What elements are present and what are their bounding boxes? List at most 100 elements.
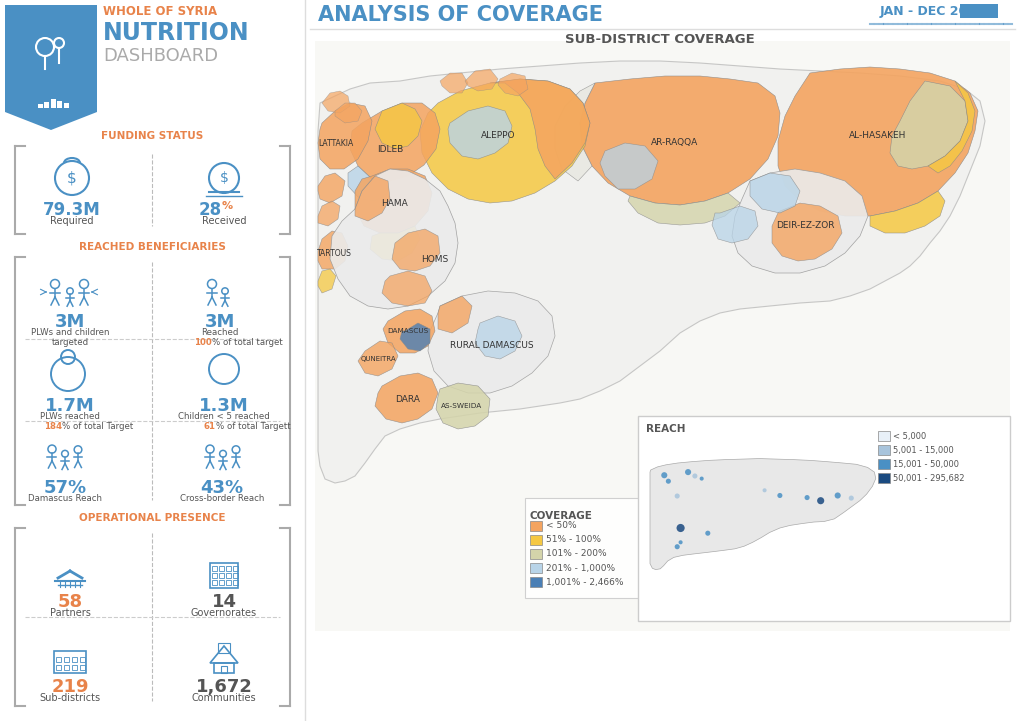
Bar	[219, 580, 224, 585]
Circle shape	[834, 492, 840, 498]
Circle shape	[676, 524, 684, 532]
Text: IDLEB: IDLEB	[376, 144, 403, 154]
Polygon shape	[370, 226, 420, 261]
Bar	[38, 104, 43, 108]
Polygon shape	[318, 103, 372, 169]
Text: WHOLE OF SYRIA: WHOLE OF SYRIA	[103, 5, 217, 18]
Text: QUNEITRA: QUNEITRA	[360, 356, 395, 362]
Bar	[212, 573, 217, 578]
Text: % of total Targett: % of total Targett	[216, 422, 290, 431]
Text: 3M: 3M	[205, 313, 235, 331]
Polygon shape	[355, 176, 389, 221]
Polygon shape	[927, 81, 974, 173]
Circle shape	[776, 493, 782, 498]
Text: HOMS: HOMS	[421, 255, 448, 263]
Text: AS-SWEIDA: AS-SWEIDA	[441, 403, 482, 409]
Text: RURAL DAMASCUS: RURAL DAMASCUS	[449, 342, 533, 350]
Bar	[959, 4, 997, 18]
Bar	[232, 580, 237, 585]
Bar	[56, 665, 61, 670]
Text: FUNDING STATUS: FUNDING STATUS	[101, 131, 203, 141]
Bar	[637, 416, 1009, 621]
Text: 15,001 - 50,000: 15,001 - 50,000	[892, 459, 958, 469]
Text: 1.3M: 1.3M	[199, 397, 249, 415]
Polygon shape	[420, 79, 589, 203]
Text: JAN - DEC 2020: JAN - DEC 2020	[879, 5, 984, 18]
Polygon shape	[465, 69, 497, 91]
Circle shape	[674, 544, 679, 549]
Text: 1.7M: 1.7M	[45, 397, 95, 415]
Text: PLWs reached: PLWs reached	[40, 412, 100, 421]
Bar	[57, 101, 62, 108]
Text: LATTAKIA: LATTAKIA	[318, 138, 354, 148]
Circle shape	[848, 495, 853, 500]
Bar	[79, 657, 85, 662]
Circle shape	[804, 495, 809, 500]
Bar	[530, 521, 541, 531]
Polygon shape	[355, 169, 432, 233]
Circle shape	[678, 540, 682, 544]
Bar	[530, 549, 541, 559]
Text: SUB-DISTRICT COVERAGE: SUB-DISTRICT COVERAGE	[565, 33, 754, 46]
Polygon shape	[382, 309, 434, 353]
Bar	[210, 563, 237, 588]
Polygon shape	[318, 231, 347, 269]
Text: PLWs and children: PLWs and children	[31, 328, 109, 337]
Polygon shape	[628, 193, 739, 225]
Text: 61: 61	[204, 422, 216, 431]
Bar	[226, 566, 230, 571]
Bar	[45, 102, 50, 108]
Text: 14: 14	[211, 593, 236, 611]
Circle shape	[685, 469, 691, 475]
Text: 3M: 3M	[55, 313, 86, 331]
Text: 43%: 43%	[201, 479, 244, 497]
Polygon shape	[890, 81, 967, 169]
Polygon shape	[358, 341, 397, 376]
Text: < 5,000: < 5,000	[892, 431, 925, 441]
Text: TARTOUS: TARTOUS	[316, 249, 352, 257]
Polygon shape	[435, 383, 489, 429]
Text: 101% - 200%: 101% - 200%	[545, 549, 606, 559]
Text: < 50%: < 50%	[545, 521, 576, 531]
Polygon shape	[711, 206, 757, 243]
Polygon shape	[554, 83, 594, 181]
Bar	[79, 665, 85, 670]
Bar	[226, 580, 230, 585]
Bar	[51, 99, 56, 108]
Text: AR-RAQQA: AR-RAQQA	[651, 138, 698, 148]
Polygon shape	[732, 169, 867, 273]
Bar	[530, 577, 541, 587]
Polygon shape	[375, 103, 422, 149]
Text: 184: 184	[44, 422, 62, 431]
Text: Sub-districts: Sub-districts	[40, 693, 101, 703]
Text: 50,001 - 295,682: 50,001 - 295,682	[892, 474, 964, 482]
Text: $: $	[67, 170, 76, 185]
Polygon shape	[5, 5, 97, 130]
Text: Required: Required	[50, 216, 94, 226]
Text: DARA: DARA	[395, 394, 420, 404]
Text: REACH: REACH	[645, 424, 685, 434]
Text: ANALYSIS OF COVERAGE: ANALYSIS OF COVERAGE	[318, 5, 602, 25]
Text: 1,001% - 2,466%: 1,001% - 2,466%	[545, 578, 623, 586]
Circle shape	[699, 477, 703, 481]
Bar	[315, 41, 1009, 631]
Polygon shape	[375, 373, 437, 423]
Polygon shape	[318, 173, 344, 203]
Bar	[214, 663, 233, 673]
Bar	[72, 665, 76, 670]
Text: AL-HASAKEH: AL-HASAKEH	[849, 131, 906, 141]
Bar	[530, 563, 541, 573]
Bar	[64, 665, 69, 670]
Bar	[525, 498, 669, 598]
Bar	[72, 657, 76, 662]
Text: HAMA: HAMA	[381, 198, 408, 208]
Polygon shape	[322, 91, 350, 113]
Text: 57%: 57%	[44, 479, 87, 497]
Polygon shape	[771, 203, 841, 261]
Bar	[877, 445, 890, 455]
Polygon shape	[347, 166, 387, 201]
Text: 100: 100	[194, 338, 212, 347]
Text: %: %	[222, 201, 233, 211]
Circle shape	[816, 497, 823, 504]
Bar	[877, 431, 890, 441]
